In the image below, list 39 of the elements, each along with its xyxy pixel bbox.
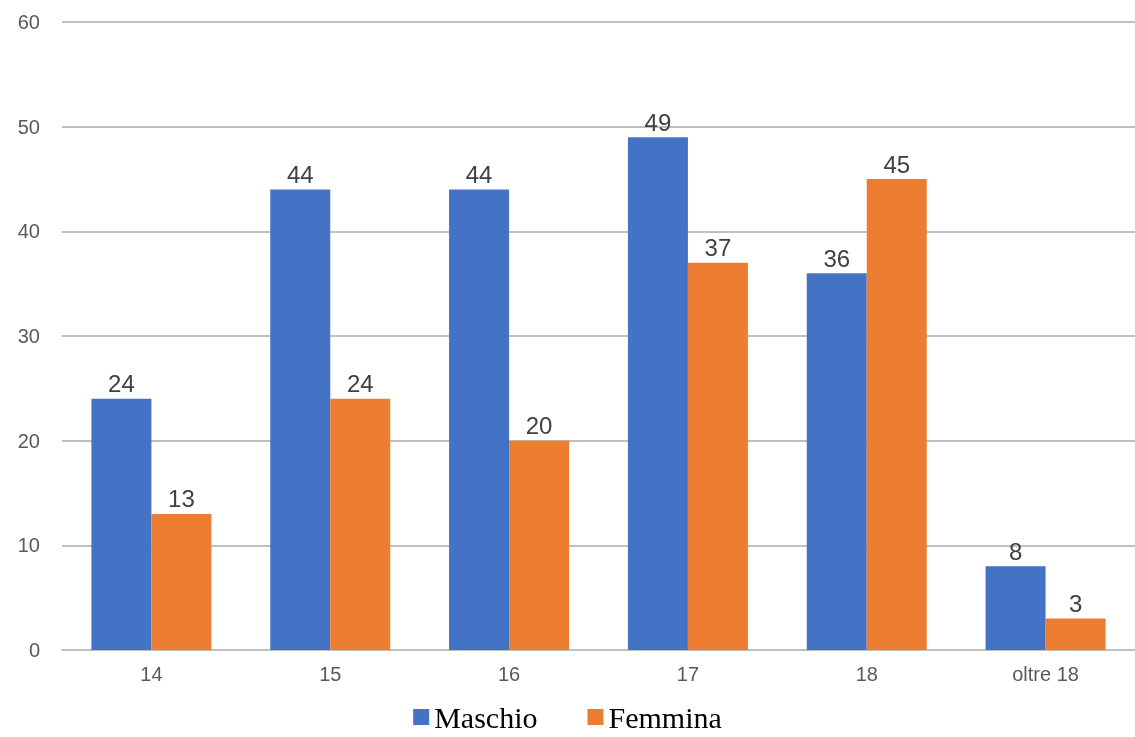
data-label: 3 [1068,590,1083,618]
data-label: 24 [108,370,135,398]
y-tick-label: 20 [17,429,40,452]
x-tick-label: 15 [319,663,342,685]
y-tick-label: 50 [17,115,40,138]
y-tick-label: 40 [17,220,40,243]
bar [985,566,1046,650]
bar [151,513,212,650]
y-tick-label: 30 [17,325,40,347]
legend-label: Maschio [434,700,538,734]
bar [270,189,331,650]
bar [509,440,570,650]
bar [449,189,510,650]
data-label: 36 [823,244,851,272]
x-tick-label: 16 [497,663,521,685]
x-tick-label: 14 [140,663,163,685]
bar [687,262,748,650]
y-tick-label: 0 [28,639,40,661]
data-label: 37 [704,234,732,262]
bar [91,398,152,650]
x-tick-label: 17 [676,663,700,685]
data-label: 49 [644,108,672,136]
x-tick-label: oltre 18 [1012,663,1079,685]
data-label: 20 [525,412,553,440]
data-label: 24 [346,370,374,398]
bar [806,273,867,650]
bar [1045,618,1106,650]
data-label: 44 [286,160,314,188]
data-label: 45 [883,150,911,178]
y-tick-label: 10 [17,534,40,557]
x-tick-label: 18 [855,663,878,685]
legend-label: Femmina [608,700,722,734]
data-label: 44 [465,160,493,188]
y-tick-label: 60 [17,11,40,33]
bar [627,137,688,650]
data-label: 8 [1008,537,1023,565]
bar [866,179,927,650]
bar [330,398,391,650]
data-label: 13 [168,485,195,513]
